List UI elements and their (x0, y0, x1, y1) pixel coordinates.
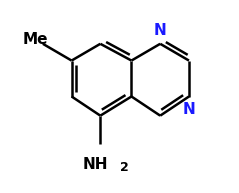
Text: NH: NH (83, 157, 108, 172)
Text: N: N (154, 23, 167, 38)
Text: N: N (183, 102, 195, 118)
Text: 2: 2 (120, 161, 128, 174)
Text: Me: Me (23, 31, 49, 47)
